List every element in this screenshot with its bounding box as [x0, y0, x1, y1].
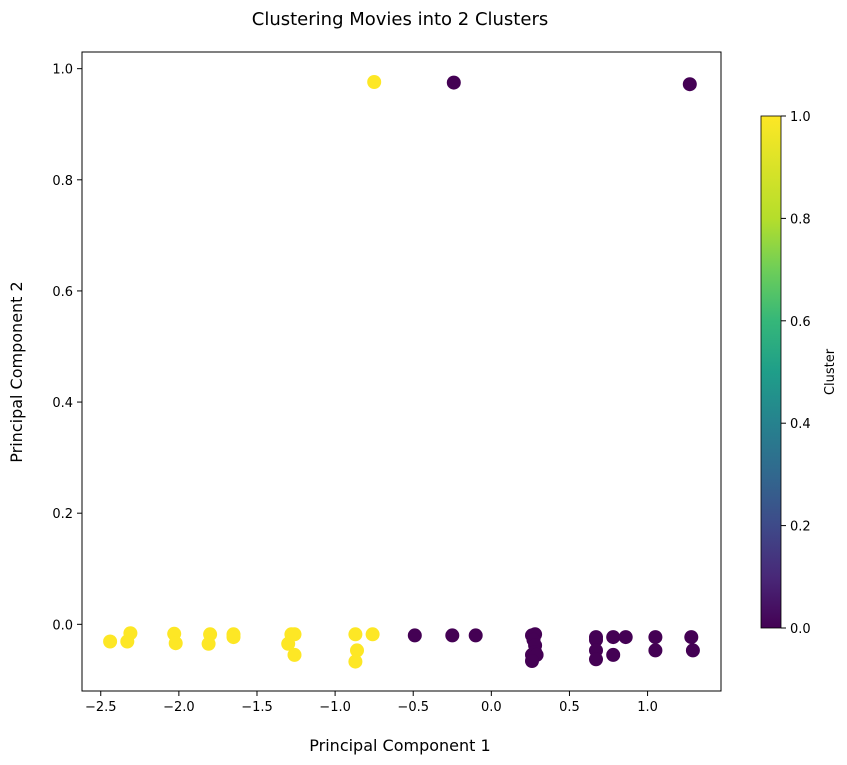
data-point [226, 630, 241, 645]
data-point [350, 643, 364, 658]
data-point [648, 630, 663, 645]
colorbar-label: Cluster [823, 348, 838, 395]
data-point [348, 627, 363, 642]
data-point [168, 636, 183, 651]
y-axis-label: Principal Component 2 [7, 281, 26, 462]
data-point [618, 630, 633, 645]
data-point [348, 654, 363, 669]
data-point [525, 654, 539, 668]
data-point [682, 77, 697, 92]
x-axis-label: Principal Component 1 [309, 736, 490, 755]
x-tick-label: −1.0 [319, 700, 351, 715]
plot-frame [81, 51, 722, 692]
data-point [287, 647, 302, 662]
x-tick-label: 1.0 [637, 700, 658, 715]
colorbar-tick-label: 0.2 [790, 520, 811, 535]
x-axis: −2.5 −2.0 −1.5 −1.0 −0.5 0.0 0.5 1.0 [85, 691, 658, 715]
x-tick-label: 0.0 [481, 700, 502, 715]
x-tick-label: −2.5 [85, 700, 117, 715]
data-point [606, 630, 621, 645]
data-point [685, 643, 700, 658]
y-tick-label: 0.6 [52, 285, 73, 300]
colorbar-tick-label: 0.6 [790, 315, 811, 330]
x-tick-label: −1.5 [241, 700, 273, 715]
data-point [589, 632, 603, 647]
y-tick-label: 0.4 [52, 396, 73, 411]
x-tick-label: −2.0 [163, 700, 195, 715]
chart-title: Clustering Movies into 2 Clusters [252, 9, 548, 30]
colorbar-tick-label: 1.0 [790, 110, 811, 125]
y-tick-label: 1.0 [52, 63, 73, 78]
data-point [103, 634, 118, 649]
colorbar-tick-label: 0.8 [790, 212, 811, 227]
y-tick-label: 0.8 [52, 174, 73, 189]
x-tick-label: −0.5 [397, 700, 429, 715]
data-point [606, 647, 621, 662]
data-point [123, 626, 138, 641]
colorbar-axis: 0.0 0.2 0.4 0.6 0.8 1.0 [781, 110, 811, 637]
data-point [684, 630, 699, 645]
data-point [648, 643, 663, 658]
y-tick-label: 0.0 [52, 618, 73, 633]
colorbar-tick-label: 0.4 [790, 417, 811, 432]
data-point [365, 627, 380, 642]
y-axis: 0.0 0.2 0.4 0.6 0.8 1.0 [52, 63, 82, 633]
points-layer [103, 75, 700, 669]
data-point [468, 628, 483, 643]
data-point [367, 75, 382, 89]
colorbar [760, 115, 782, 629]
data-point [407, 628, 422, 643]
x-tick-label: 0.5 [559, 700, 580, 715]
data-point [287, 627, 302, 642]
data-point [201, 636, 216, 651]
colorbar-tick-label: 0.0 [790, 622, 811, 637]
data-point [445, 628, 460, 643]
y-tick-label: 0.2 [52, 507, 73, 522]
data-point [589, 652, 603, 667]
data-point [446, 75, 461, 90]
